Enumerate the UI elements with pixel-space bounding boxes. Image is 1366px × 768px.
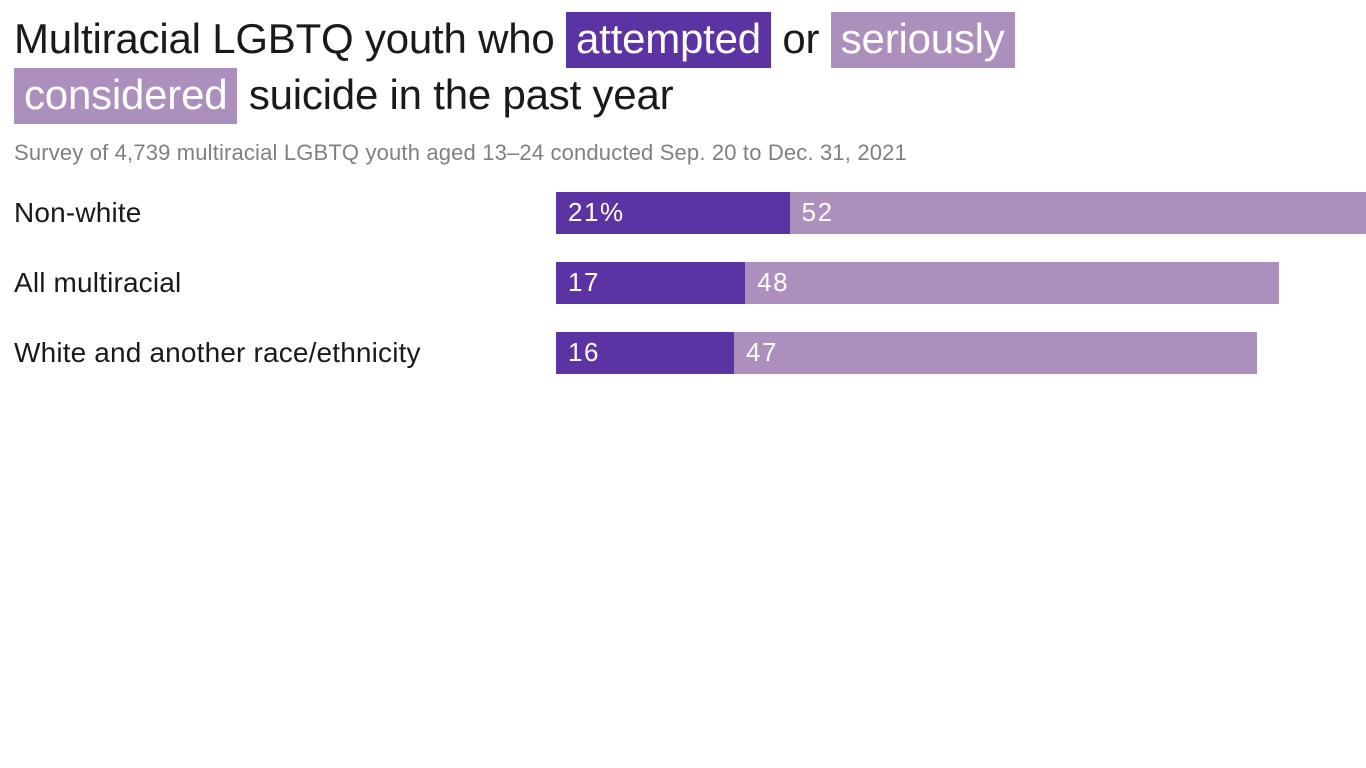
chart-row: All multiracial 1748 [14,262,1352,304]
row-label: White and another race/ethnicity [14,337,544,369]
bar-track: 1647 [556,332,1366,374]
row-label: Non-white [14,197,544,229]
chart-title: Multiracial LGBTQ youth who attempted or… [14,12,1352,124]
title-pre: Multiracial LGBTQ youth who [14,15,566,62]
row-label: All multiracial [14,267,544,299]
bar-track: 1748 [556,262,1366,304]
bar-segment-attempted: 21% [556,192,790,234]
title-post: suicide in the past year [237,71,673,118]
chart-row: Non-white21%52 [14,192,1352,234]
bar-segment-attempted: 16 [556,332,734,374]
title-mid: or [771,15,831,62]
title-pill-attempted: attempted [566,12,771,68]
title-pill-seriously: seriously [831,12,1015,68]
bar-segment-considered: 47 [734,332,1257,374]
bar-segment-considered: 52 [790,192,1366,234]
bar-segment-attempted: 17 [556,262,745,304]
chart-row: White and another race/ethnicity 1647 [14,332,1352,374]
chart-subtitle: Survey of 4,739 multiracial LGBTQ youth … [14,140,1352,166]
bar-chart: Non-white21%52All multiracial1748White a… [14,192,1352,374]
bar-segment-considered: 48 [745,262,1279,304]
bar-track: 21%52 [556,192,1366,234]
title-pill-considered: considered [14,68,237,124]
